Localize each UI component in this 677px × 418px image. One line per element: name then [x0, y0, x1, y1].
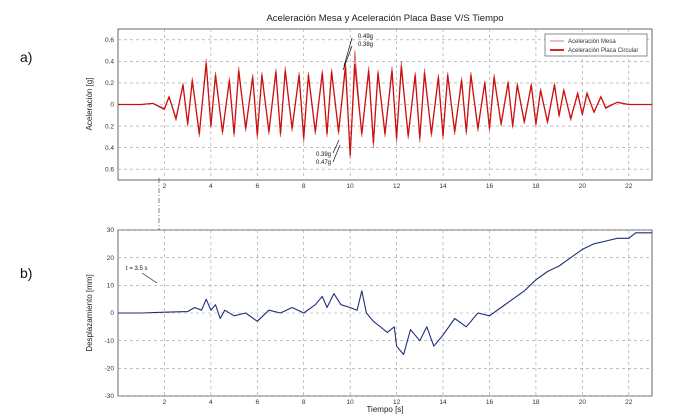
peak-top-arrow-2: [342, 45, 353, 71]
chart-a-series: [118, 50, 652, 159]
time-marker-arrow: [141, 272, 158, 284]
peak-top-label-1: 0.49g: [358, 34, 373, 40]
chart-b-xtick-1: 4: [209, 399, 213, 406]
time-marker-annotation: t = 3.5 s: [126, 266, 158, 284]
legend-box: [544, 33, 648, 57]
peak-bottom-label-1: 0.39g: [316, 152, 331, 158]
chart-b-ytick-5: -20: [105, 366, 115, 373]
chart-b-ticks: 2 4 6 8 10 12 14 16 18 20 22 30 20 10 0 -10 -20 -30: [105, 227, 633, 406]
peak-top-label-2: 0.38g: [358, 42, 373, 48]
chart-a-xtick-1: 4: [209, 183, 213, 190]
chart-b-ylabel: Desplazamiento [mm]: [85, 274, 94, 351]
chart-a-xtick-7: 16: [486, 183, 494, 190]
chart-b-xtick-8: 18: [532, 399, 540, 406]
peak-annotation-bottom: 0.39g 0.47g: [316, 139, 341, 166]
peak-bottom-label-2: 0.47g: [316, 160, 331, 166]
legend-label-placa: Aceleración Placa Circular: [568, 48, 638, 54]
chart-b-ytick-2: 10: [107, 283, 115, 290]
chart-a-ytick-3: 0: [110, 102, 114, 109]
chart-a-xtick-0: 2: [163, 183, 167, 190]
chart-a-title: Aceleración Mesa y Aceleración Placa Bas…: [266, 13, 503, 24]
chart-b-xtick-9: 20: [579, 399, 587, 406]
chart-b-ytick-6: -30: [105, 393, 115, 400]
chart-a-xtick-5: 12: [393, 183, 401, 190]
chart-a-legend: Aceleración Mesa Aceleración Placa Circu…: [544, 33, 648, 57]
chart-b-xtick-7: 16: [486, 399, 494, 406]
chart-a-ytick-6: 0.6: [105, 166, 114, 173]
chart-a-xtick-2: 6: [255, 183, 259, 190]
chart-b-xtick-5: 12: [393, 399, 401, 406]
chart-b-xtick-3: 8: [302, 399, 306, 406]
chart-b-ytick-0: 30: [107, 227, 115, 234]
chart-a-ytick-5: 0.4: [105, 145, 114, 152]
chart-b-xtick-2: 6: [255, 399, 259, 406]
chart-a-xtick-9: 20: [579, 183, 587, 190]
chart-b-xtick-0: 2: [163, 399, 167, 406]
chart-b-xtick-10: 22: [625, 399, 633, 406]
chart-a-xtick-3: 8: [302, 183, 306, 190]
chart-a-xtick-6: 14: [439, 183, 447, 190]
panel-b-label: b): [20, 265, 32, 281]
peak-annotation-top: 0.49g 0.38g: [342, 34, 373, 71]
peak-top-arrow: [343, 37, 353, 67]
chart-a-ytick-4: 0.2: [105, 123, 114, 130]
chart-a-xtick-4: 10: [347, 183, 355, 190]
chart-b-series-0-line: [118, 232, 652, 356]
chart-b-ytick-3: 0: [110, 310, 114, 317]
chart-b-xtick-6: 14: [439, 399, 447, 406]
chart-b-grid: [118, 229, 652, 397]
legend-label-mesa: Aceleración Mesa: [568, 39, 616, 45]
chart-a-series-1-line: [118, 62, 652, 156]
chart-b-ytick-1: 20: [107, 255, 115, 262]
chart-a-ytick-1: 0.4: [105, 59, 114, 66]
chart-a-ylabel: Aceleración [g]: [85, 78, 94, 131]
chart-a-ytick-2: 0.2: [105, 80, 114, 87]
peak-bottom-arrow: [332, 139, 340, 154]
chart-b-xtick-4: 10: [347, 399, 355, 406]
time-marker-label: t = 3.5 s: [126, 266, 148, 272]
chart-b-ytick-4: -10: [105, 338, 115, 345]
chart-a-ticks: 2 4 6 8 10 12 14 16 18 20 22 0.6 0.4 0.2 0 0.2 0.4 0.6: [105, 37, 633, 190]
chart-a-ytick-0: 0.6: [105, 37, 114, 44]
peak-bottom-arrow-2: [332, 144, 341, 163]
chart-a-xtick-10: 22: [625, 183, 633, 190]
chart-a-xtick-8: 18: [532, 183, 540, 190]
chart-b-series: [118, 232, 652, 356]
panel-a-label: a): [20, 49, 32, 65]
chart-b-xlabel: Tiempo [s]: [366, 405, 403, 414]
